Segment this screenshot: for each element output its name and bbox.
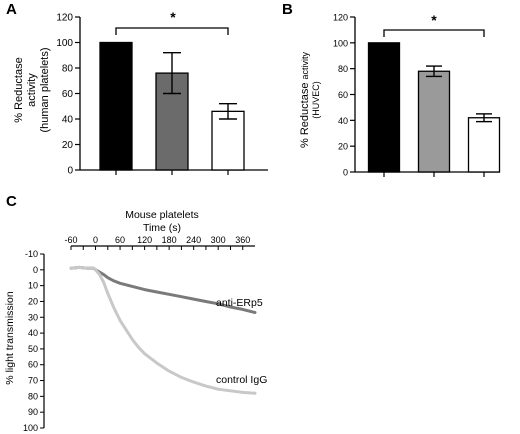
panel-a-y-tick-label: 80 bbox=[62, 64, 74, 75]
panel-b-significance-bracket bbox=[383, 29, 485, 37]
panel-a-ylabel-3: (human platelets) bbox=[39, 48, 51, 133]
panel-b-bar-3 bbox=[467, 117, 501, 173]
panel-b-ylabel-small: activity bbox=[300, 52, 310, 80]
panel-c-ylabel: % light transmission bbox=[4, 291, 16, 385]
panel-c-x-tick-label: -60 bbox=[64, 235, 77, 245]
panel-c-y-tick-label: 90 bbox=[28, 407, 38, 417]
panel-a-y-tick-label: 100 bbox=[56, 38, 73, 49]
panel-a-bars bbox=[99, 27, 245, 171]
panel-c: C Mouse platelets Time (s) % light trans… bbox=[4, 193, 267, 433]
panel-a-y-tick-label: 60 bbox=[62, 89, 74, 100]
panel-c-y-tick-label: 100 bbox=[23, 423, 38, 433]
panel-c-x-tick-label: 360 bbox=[235, 235, 250, 245]
panel-b-y-tick-label: 120 bbox=[333, 13, 348, 23]
panel-letter-a: A bbox=[6, 1, 17, 18]
panel-a-ylabel-1: % Reductase bbox=[13, 57, 25, 122]
panel-b-bars bbox=[367, 29, 501, 173]
panel-b-y-tick-label: 20 bbox=[338, 142, 348, 152]
panel-c-y-tick-label: 30 bbox=[28, 312, 38, 322]
panel-a-y-tick-label: 120 bbox=[56, 13, 73, 24]
panel-c-x-tick-label: 180 bbox=[162, 235, 177, 245]
panel-b-ylabel-sub: (HUVEC) bbox=[311, 81, 321, 119]
panel-c-title-2: Time (s) bbox=[143, 222, 181, 234]
panel-b-significance-star: * bbox=[431, 12, 437, 28]
panel-c-y-tick-label: 40 bbox=[28, 328, 38, 338]
panel-a-bar-1 bbox=[99, 41, 133, 171]
panel-b-y-tick-label: 80 bbox=[338, 64, 348, 74]
panel-a-ylabel-2: activity bbox=[26, 73, 38, 107]
panel-c-y-tick-label: 80 bbox=[28, 391, 38, 401]
panel-b-bar-2 bbox=[417, 70, 451, 173]
panel-a: A % Reductase activity (human platelets)… bbox=[6, 1, 268, 177]
panel-b-bar-1 bbox=[367, 42, 401, 173]
panel-a-significance-bracket bbox=[115, 27, 229, 35]
panel-b-ylabel-main: % Reductase bbox=[299, 83, 311, 148]
panel-c-y-tick-label: 0 bbox=[33, 265, 38, 275]
panel-c-x-tick-label: 0 bbox=[93, 235, 98, 245]
panel-letter-c: C bbox=[6, 193, 17, 210]
panel-c-y-tick-label: 20 bbox=[28, 296, 38, 306]
panel-c-x-tick-label: 240 bbox=[186, 235, 201, 245]
panel-letter-b: B bbox=[282, 1, 293, 18]
panel-c-y-tick-label: 50 bbox=[28, 344, 38, 354]
panel-a-y-tick-label: 0 bbox=[67, 166, 73, 177]
panel-b-y-tick-label: 0 bbox=[343, 168, 348, 178]
panel-a-y-tick-label: 40 bbox=[62, 115, 74, 126]
panel-a-bar-3 bbox=[211, 110, 245, 171]
panel-b-y-tick-label: 100 bbox=[333, 38, 348, 48]
panel-c-x-tick-label: 300 bbox=[211, 235, 226, 245]
panel-c-lines bbox=[69, 265, 257, 395]
panel-a-significance-star: * bbox=[170, 9, 176, 25]
panel-c-x-tick-label: 60 bbox=[115, 235, 125, 245]
panel-c-series-line-2 bbox=[69, 265, 257, 395]
panel-c-y-tick-label: 60 bbox=[28, 360, 38, 370]
panel-c-x-tick-label: 120 bbox=[137, 235, 152, 245]
panel-c-axes: -60 0 60 120 180 240 300 360 -10 0 10 20 30 40 50 60 70 8… bbox=[23, 235, 255, 433]
panel-c-title-1: Mouse platelets bbox=[125, 209, 199, 221]
panel-c-y-tick-label: 70 bbox=[28, 376, 38, 386]
panel-a-y-tick-label: 20 bbox=[62, 140, 74, 151]
panel-c-y-tick-label: 10 bbox=[28, 281, 38, 291]
panel-c-y-tick-label: -10 bbox=[25, 249, 38, 259]
panel-b: B % Reductase activity (HUVEC) 0 20 40 60 80 1… bbox=[282, 1, 501, 178]
panel-b-y-tick-label: 60 bbox=[338, 90, 348, 100]
panel-b-axes: 0 20 40 60 80 100 120 bbox=[333, 13, 500, 178]
series-label-anti-erp5: anti-ERp5 bbox=[216, 297, 263, 309]
panel-b-y-tick-label: 40 bbox=[338, 116, 348, 126]
series-label-control-igg: control IgG bbox=[216, 374, 267, 386]
panel-b-ylabel: % Reductase activity bbox=[299, 52, 311, 148]
